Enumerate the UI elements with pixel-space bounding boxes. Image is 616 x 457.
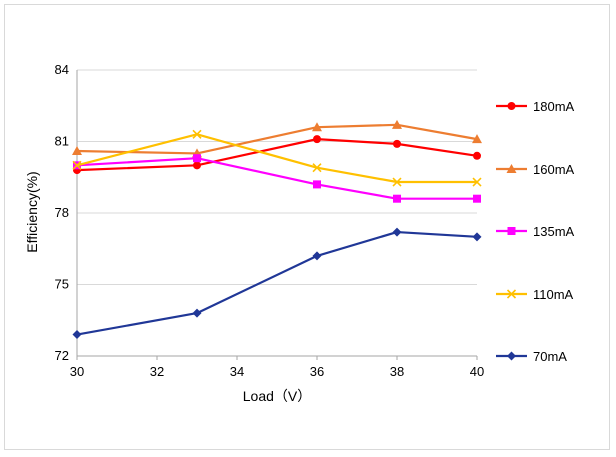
legend-item-110mA: 110mA xyxy=(496,287,574,302)
point-marker xyxy=(473,151,481,160)
x-tick-label: 40 xyxy=(470,364,484,379)
series-line xyxy=(76,138,478,172)
point-marker xyxy=(193,161,201,170)
y-tick-label: 81 xyxy=(55,134,69,149)
legend-label: 180mA xyxy=(533,99,575,114)
point-marker xyxy=(472,232,482,242)
x-tick-label: 30 xyxy=(70,364,84,379)
point-marker xyxy=(507,351,516,361)
y-tick-label: 72 xyxy=(55,348,69,363)
legend: 180mA 160mA 135mA 110mA 70mA xyxy=(496,99,575,364)
gridlines xyxy=(77,69,477,285)
legend-item-135mA: 135mA xyxy=(496,224,575,239)
y-tick-labels: 72 75 78 81 84 xyxy=(55,62,69,363)
y-tick-label: 84 xyxy=(55,62,69,77)
legend-label: 70mA xyxy=(533,349,567,364)
point-marker xyxy=(312,122,322,132)
point-marker xyxy=(192,308,202,318)
point-marker xyxy=(393,139,401,148)
point-marker xyxy=(72,146,82,156)
point-marker xyxy=(472,177,482,187)
point-marker xyxy=(392,119,402,129)
point-marker xyxy=(507,102,516,110)
x-tick-label: 32 xyxy=(150,364,164,379)
y-tick-label: 75 xyxy=(55,277,69,292)
x-axis-title: Load（V） xyxy=(243,388,311,404)
legend-label: 110mA xyxy=(533,287,574,302)
series-lines xyxy=(72,119,482,340)
point-marker xyxy=(313,180,321,189)
series-110mA xyxy=(72,129,482,187)
y-tick-label: 78 xyxy=(55,205,69,220)
point-marker xyxy=(193,154,201,163)
series-line xyxy=(76,230,478,336)
point-marker xyxy=(72,160,82,170)
point-marker xyxy=(506,164,517,173)
point-marker xyxy=(473,194,481,203)
x-tick-label: 34 xyxy=(230,364,244,379)
series-180mA xyxy=(73,135,481,175)
x-tick-label: 38 xyxy=(390,364,404,379)
point-marker xyxy=(313,135,321,144)
legend-item-160mA: 160mA xyxy=(496,162,575,177)
axes xyxy=(76,70,478,360)
legend-label: 135mA xyxy=(533,224,575,239)
series-70mA xyxy=(72,227,482,340)
point-marker xyxy=(192,129,202,139)
point-marker xyxy=(312,163,322,173)
point-marker xyxy=(506,289,517,299)
point-marker xyxy=(72,330,82,340)
x-tick-labels: 30 32 34 36 38 40 xyxy=(70,364,484,379)
series-135mA xyxy=(73,154,481,203)
point-marker xyxy=(392,177,402,187)
point-marker xyxy=(392,227,402,237)
legend-item-70mA: 70mA xyxy=(496,349,567,364)
point-marker xyxy=(393,194,401,203)
point-marker xyxy=(312,251,322,261)
point-marker xyxy=(472,134,482,144)
point-marker xyxy=(507,227,516,235)
series-160mA xyxy=(72,119,482,158)
y-axis-title: Efficiency(%) xyxy=(24,171,40,252)
legend-item-180mA: 180mA xyxy=(496,99,575,114)
legend-label: 160mA xyxy=(533,162,575,177)
x-tick-label: 36 xyxy=(310,364,324,379)
series-line xyxy=(76,157,477,200)
